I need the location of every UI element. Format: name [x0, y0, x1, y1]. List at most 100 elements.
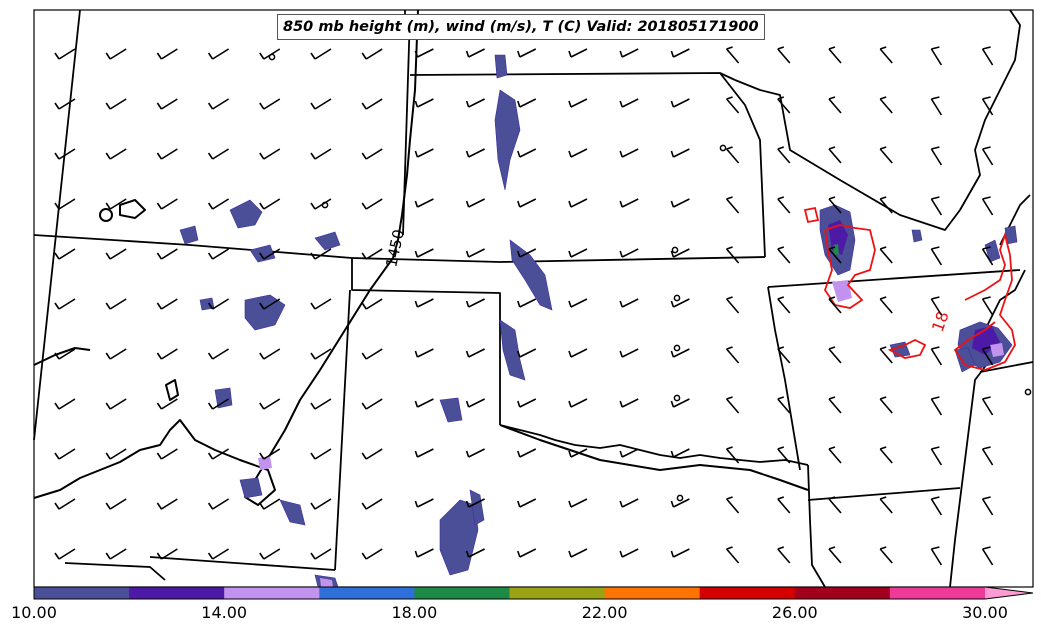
height-contour-loop-b — [99, 208, 113, 222]
calm-wind-circle — [1024, 388, 1032, 396]
core-violet — [832, 280, 852, 302]
wind-barb — [670, 548, 690, 558]
wind-barb — [777, 396, 791, 414]
wind-barb — [619, 148, 639, 158]
wind-barb — [930, 246, 943, 266]
wind-barb — [207, 248, 230, 260]
wind-barb — [259, 498, 281, 510]
calm-wind-circle — [673, 394, 681, 402]
temperature-contours — [803, 206, 1016, 371]
shade-blob — [984, 239, 1001, 263]
wind-barb — [465, 398, 485, 408]
wind-barb — [981, 496, 994, 516]
wind-barb — [981, 396, 994, 416]
shade-blob — [314, 231, 341, 251]
texas-south-edge — [64, 562, 166, 581]
wind-barb — [981, 46, 994, 66]
wind-barb — [828, 446, 842, 464]
shade-blob — [494, 89, 521, 191]
wind-barb — [981, 296, 994, 316]
wind-barb — [465, 248, 485, 258]
wind-barb — [777, 546, 791, 564]
wind-barb — [930, 396, 943, 416]
calm-wind-circle — [321, 201, 329, 209]
colorbar-segment — [699, 587, 796, 599]
wind-barb — [259, 98, 281, 110]
wind-barb — [414, 448, 434, 458]
wind-barb — [568, 48, 588, 58]
wind-barb — [414, 98, 434, 108]
colorbar-tick-label: 22.00 — [581, 603, 628, 622]
wind-barb — [465, 548, 485, 558]
wind-barb — [259, 448, 281, 460]
wind-barb — [670, 448, 690, 458]
wind-barb — [725, 246, 740, 264]
colorbar-segment — [34, 587, 130, 599]
wind-barb — [670, 98, 690, 108]
colorado-south-line — [33, 234, 353, 259]
wind-barb — [568, 548, 588, 558]
wind-barb — [879, 546, 893, 564]
shade-blob — [249, 244, 276, 263]
wind-barb — [725, 396, 740, 414]
wind-barb — [777, 96, 791, 114]
wind-barb — [930, 96, 943, 116]
wind-barb — [879, 146, 893, 164]
wind-barb — [777, 496, 791, 514]
height-contour-loop-c — [165, 379, 179, 401]
wind-barb — [54, 148, 76, 160]
wind-barb — [361, 298, 383, 310]
wind-barb — [981, 346, 994, 366]
wind-barb — [981, 146, 994, 166]
wind-barb — [517, 198, 537, 208]
wind-barb — [981, 446, 994, 466]
wind-barb — [517, 148, 537, 158]
colorbar-tick-label: 14.00 — [201, 603, 248, 622]
wind-barb — [259, 248, 281, 260]
shade-blob — [214, 387, 233, 409]
wind-barb — [670, 298, 690, 308]
wind-barb — [981, 196, 994, 216]
wind-barb — [105, 398, 127, 410]
wind-barb — [156, 98, 178, 110]
wind-barb — [777, 246, 791, 264]
wind-barb — [465, 98, 485, 108]
shade-blob — [179, 225, 199, 245]
wind-barb — [777, 196, 791, 214]
shade-blob — [229, 199, 263, 229]
wind-barb — [568, 248, 588, 258]
wind-barb — [361, 48, 383, 60]
wind-barb — [310, 98, 332, 110]
colorbar-segment — [129, 587, 225, 599]
wind-barb — [879, 196, 893, 214]
tennessee-line — [979, 361, 1034, 373]
wind-barb — [310, 148, 332, 160]
height-contour-loop-a — [119, 199, 146, 219]
core-violet — [320, 578, 333, 587]
wind-barb — [207, 498, 230, 510]
wind-barb — [619, 48, 639, 58]
core-violet — [258, 456, 272, 470]
temperature-contour-18 — [823, 224, 876, 309]
wind-barb — [259, 148, 281, 160]
wind-barb — [517, 298, 537, 308]
wind-barb — [361, 548, 383, 560]
colorbar-extend-arrow — [985, 587, 1033, 599]
wind-barb — [568, 348, 588, 358]
wind-barb — [310, 348, 332, 360]
wind-barb — [517, 248, 537, 258]
wind-barb — [465, 298, 485, 308]
oklahoma-red-river — [499, 424, 809, 466]
red-river-ar — [807, 464, 826, 588]
wind-barb — [619, 498, 639, 508]
colorbar-segment — [794, 587, 891, 599]
wind-barb — [156, 148, 178, 160]
wind-barb — [828, 396, 842, 414]
wind-barb — [517, 498, 537, 508]
missouri-south-line — [767, 269, 1021, 288]
wind-barb — [725, 196, 740, 214]
wind-barb — [54, 398, 76, 410]
wind-barb — [465, 498, 485, 508]
colorbar-segment — [604, 587, 701, 599]
